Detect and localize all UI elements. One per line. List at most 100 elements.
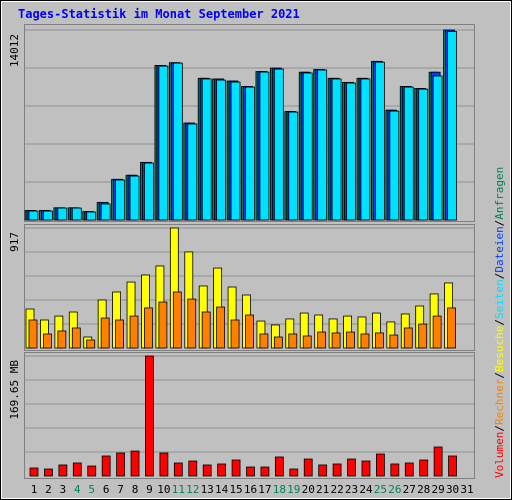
x-tick-label: 23 xyxy=(345,483,358,496)
bar xyxy=(374,61,385,221)
bar xyxy=(72,462,82,477)
bar xyxy=(375,453,385,477)
bar xyxy=(43,333,52,349)
x-tick-label: 5 xyxy=(88,483,95,496)
bar xyxy=(58,464,68,477)
x-tick-label: 12 xyxy=(186,483,199,496)
bar xyxy=(246,466,255,477)
bar xyxy=(331,78,342,221)
bar xyxy=(260,466,270,477)
bar xyxy=(29,467,39,477)
bar xyxy=(389,334,399,349)
legend-entry: Volumen xyxy=(493,432,506,478)
bar xyxy=(172,62,183,221)
bar xyxy=(374,332,384,349)
bar xyxy=(259,71,270,221)
bar xyxy=(129,175,140,221)
y-tick-label: 169.65 MB xyxy=(8,360,21,420)
bar xyxy=(158,301,168,349)
bar xyxy=(403,86,414,221)
bar xyxy=(173,462,183,477)
bar xyxy=(331,332,341,349)
bar xyxy=(273,68,284,221)
x-tick-label: 6 xyxy=(103,483,110,496)
x-tick-label: 25 xyxy=(374,483,387,496)
bar xyxy=(100,317,110,349)
x-tick-label: 18 xyxy=(273,483,286,496)
x-tick-label: 26 xyxy=(388,483,401,496)
bar xyxy=(100,203,111,221)
x-tick-label: 31 xyxy=(460,483,473,496)
bar xyxy=(201,311,211,349)
bar xyxy=(43,210,53,221)
x-tick-label: 27 xyxy=(403,483,416,496)
legend-separator: / xyxy=(493,425,506,432)
bar xyxy=(172,291,182,349)
bar xyxy=(318,464,328,477)
bar xyxy=(216,306,226,349)
bar xyxy=(432,315,442,349)
bar xyxy=(187,123,198,221)
legend-entry: Seiten xyxy=(493,279,506,319)
legend-separator: / xyxy=(493,220,506,227)
x-tick-label: 7 xyxy=(117,483,124,496)
bar xyxy=(302,335,312,349)
bar xyxy=(87,465,97,477)
x-tick-label: 15 xyxy=(229,483,242,496)
bar xyxy=(360,333,370,349)
x-tick-label: 20 xyxy=(302,483,315,496)
legend-separator: / xyxy=(493,319,506,326)
x-tick-label: 14 xyxy=(215,483,229,496)
x-tick-label: 8 xyxy=(132,483,139,496)
x-tick-label: 28 xyxy=(417,483,430,496)
bar xyxy=(158,65,169,221)
x-tick-label: 11 xyxy=(172,483,185,496)
x-tick-label: 30 xyxy=(446,483,459,496)
x-tick-label: 1 xyxy=(31,483,38,496)
bar xyxy=(28,210,39,221)
bar xyxy=(448,455,457,477)
bar xyxy=(245,314,254,349)
bar xyxy=(230,81,241,221)
bar xyxy=(216,79,227,221)
bar xyxy=(57,330,67,349)
bar xyxy=(447,307,456,349)
bar xyxy=(144,162,154,221)
chart-title: Tages-Statistik im Monat September 2021 xyxy=(18,7,300,21)
bar xyxy=(403,327,413,349)
bar xyxy=(317,69,328,221)
bar xyxy=(361,460,371,477)
bar xyxy=(404,462,414,477)
legend-separator: / xyxy=(493,273,506,280)
legend-entry: Besuche xyxy=(493,326,506,372)
bar xyxy=(346,82,356,221)
bar xyxy=(101,455,111,477)
bar xyxy=(389,110,400,221)
bar xyxy=(274,456,284,477)
x-tick-label: 13 xyxy=(201,483,214,496)
x-tick-label: 2 xyxy=(45,483,52,496)
bar xyxy=(447,31,457,221)
bar xyxy=(288,333,298,349)
x-tick-label: 29 xyxy=(432,483,445,496)
bar xyxy=(332,463,342,477)
y-tick-label: 14012 xyxy=(8,34,21,67)
bar xyxy=(432,75,443,221)
bar xyxy=(303,458,313,477)
x-tick-label: 17 xyxy=(258,483,271,496)
x-tick-label: 3 xyxy=(60,483,67,496)
bar xyxy=(159,452,169,477)
bar xyxy=(44,468,53,477)
x-tick-label: 9 xyxy=(146,483,153,496)
x-tick-label: 16 xyxy=(244,483,257,496)
x-tick-label: 19 xyxy=(287,483,300,496)
bar xyxy=(71,207,82,221)
bar xyxy=(217,463,227,477)
bar xyxy=(230,319,240,349)
bar xyxy=(317,331,327,349)
bar xyxy=(273,336,283,349)
bar xyxy=(347,458,356,477)
